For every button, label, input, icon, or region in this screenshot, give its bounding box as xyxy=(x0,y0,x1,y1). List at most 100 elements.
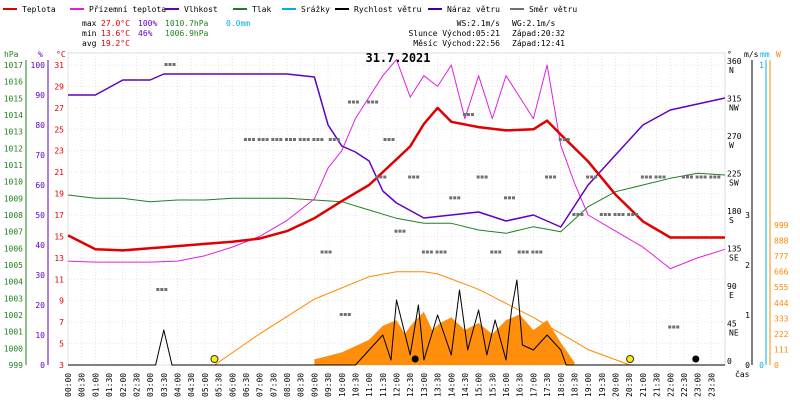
temp-tick-label: 9 xyxy=(59,297,64,306)
smer-point xyxy=(580,213,584,216)
chart-title: 31.7.2021 xyxy=(365,51,430,65)
pct-tick-label: 40 xyxy=(35,241,45,250)
smer-point xyxy=(398,229,402,233)
time-tick-label: 02:30 xyxy=(132,373,141,397)
smer-point xyxy=(261,138,265,141)
smer-point xyxy=(484,175,488,179)
ms-tick-label: 0 xyxy=(745,361,750,370)
deg-tick-label: 0 xyxy=(727,357,732,366)
stats-press: 1010.7hPa xyxy=(165,19,209,28)
deg-tick-label: 45 xyxy=(727,320,737,329)
temp-tick-label: 27 xyxy=(54,104,64,113)
legend-label: Přízemní teplota xyxy=(89,5,166,14)
smer-point xyxy=(172,63,176,66)
pct-tick-label: 20 xyxy=(35,301,45,310)
time-tick-label: 20:00 xyxy=(612,373,621,397)
deg-tick-label: 360 xyxy=(727,57,742,66)
time-tick-label: 03:30 xyxy=(160,373,169,397)
temp-tick-label: 3 xyxy=(59,361,64,370)
smer-point xyxy=(391,138,395,141)
smer-point xyxy=(312,138,316,141)
smer-point xyxy=(416,175,420,179)
smer-point xyxy=(566,138,570,141)
rychlost-vetru-line xyxy=(68,279,725,366)
info-value: Západ:20:32 xyxy=(512,29,565,38)
smer-point xyxy=(668,325,672,329)
smer-point xyxy=(621,213,625,216)
smer-point xyxy=(603,213,607,216)
grid xyxy=(67,52,726,366)
smer-point xyxy=(336,138,340,141)
time-tick-label: 13:30 xyxy=(434,373,443,397)
smer-point xyxy=(545,175,549,179)
smer-point xyxy=(332,138,336,141)
dir-tick-label: SW xyxy=(729,179,739,188)
hpa-tick-label: 1014 xyxy=(4,111,23,120)
pct-tick-label: 50 xyxy=(35,211,45,220)
mm-tick-label: 0 xyxy=(759,361,764,370)
radiation-area-path xyxy=(314,311,575,365)
dir-tick-label: NW xyxy=(729,104,739,113)
ms-tick-label: 3 xyxy=(745,211,750,220)
time-tick-label: 03:00 xyxy=(146,373,155,397)
smer-point xyxy=(476,175,480,179)
time-tick-label: 00:30 xyxy=(78,373,87,397)
smer-point xyxy=(594,175,598,179)
deg-tick-label: 180 xyxy=(727,207,742,216)
time-tick-label: 00:00 xyxy=(64,373,73,397)
smer-point xyxy=(462,113,466,116)
stats-row-label: max xyxy=(82,19,97,28)
smer-point xyxy=(648,175,652,179)
time-tick-label: 11:00 xyxy=(365,373,374,397)
smer-point xyxy=(586,175,590,179)
smer-point xyxy=(293,138,296,141)
smer-point xyxy=(302,138,306,141)
temp-tick-label: 5 xyxy=(59,340,64,349)
smer-point xyxy=(243,138,247,141)
smer-point xyxy=(279,138,283,141)
smer-point xyxy=(435,250,439,254)
time-tick-label: 15:30 xyxy=(488,373,497,397)
time-tick-label: 09:30 xyxy=(324,373,333,397)
time-tick-label: 18:00 xyxy=(557,373,566,397)
smer-point xyxy=(717,175,721,179)
hpa-tick-label: 1016 xyxy=(4,78,23,87)
mm-unit-label: mm xyxy=(760,50,770,59)
hpa-tick-label: 1001 xyxy=(4,328,23,337)
smer-point xyxy=(672,325,676,329)
smer-point xyxy=(531,250,535,254)
deg-tick-label: 270 xyxy=(727,132,742,141)
smer-point xyxy=(617,213,621,216)
hpa-tick-label: 1011 xyxy=(4,161,23,170)
hpa-tick-label: 1015 xyxy=(4,94,23,103)
stats-hum: 46% xyxy=(138,29,153,38)
smer-point xyxy=(553,175,557,179)
pct-tick-label: 60 xyxy=(35,181,45,190)
smer-point xyxy=(347,100,351,104)
hpa-tick-label: 1002 xyxy=(4,311,23,320)
time-tick-label: 04:00 xyxy=(174,373,183,397)
smer-point xyxy=(480,175,484,179)
sunrise-marker xyxy=(210,355,219,363)
info-label: Slunce Východ:05:21 xyxy=(408,29,500,38)
hpa-unit-label: hPa xyxy=(4,50,19,59)
smer-point xyxy=(328,250,332,254)
time-tick-label: 22:30 xyxy=(680,373,689,397)
smer-point xyxy=(627,213,631,216)
smer-point xyxy=(383,175,387,179)
temp-tick-label: 17 xyxy=(54,211,64,220)
smer-point xyxy=(160,288,164,291)
pct-tick-label: 70 xyxy=(35,151,45,160)
smer-point xyxy=(498,250,502,254)
time-tick-label: 10:00 xyxy=(338,373,347,397)
smer-point xyxy=(289,138,292,141)
smer-point xyxy=(504,196,507,200)
hpa-tick-label: 1010 xyxy=(4,178,23,187)
smer-point xyxy=(494,250,498,254)
smer-point xyxy=(613,213,617,216)
hpa-tick-label: 1017 xyxy=(4,61,23,70)
smer-point xyxy=(662,175,666,179)
dir-tick-label: S xyxy=(729,216,734,225)
time-tick-label: 17:30 xyxy=(543,373,552,397)
